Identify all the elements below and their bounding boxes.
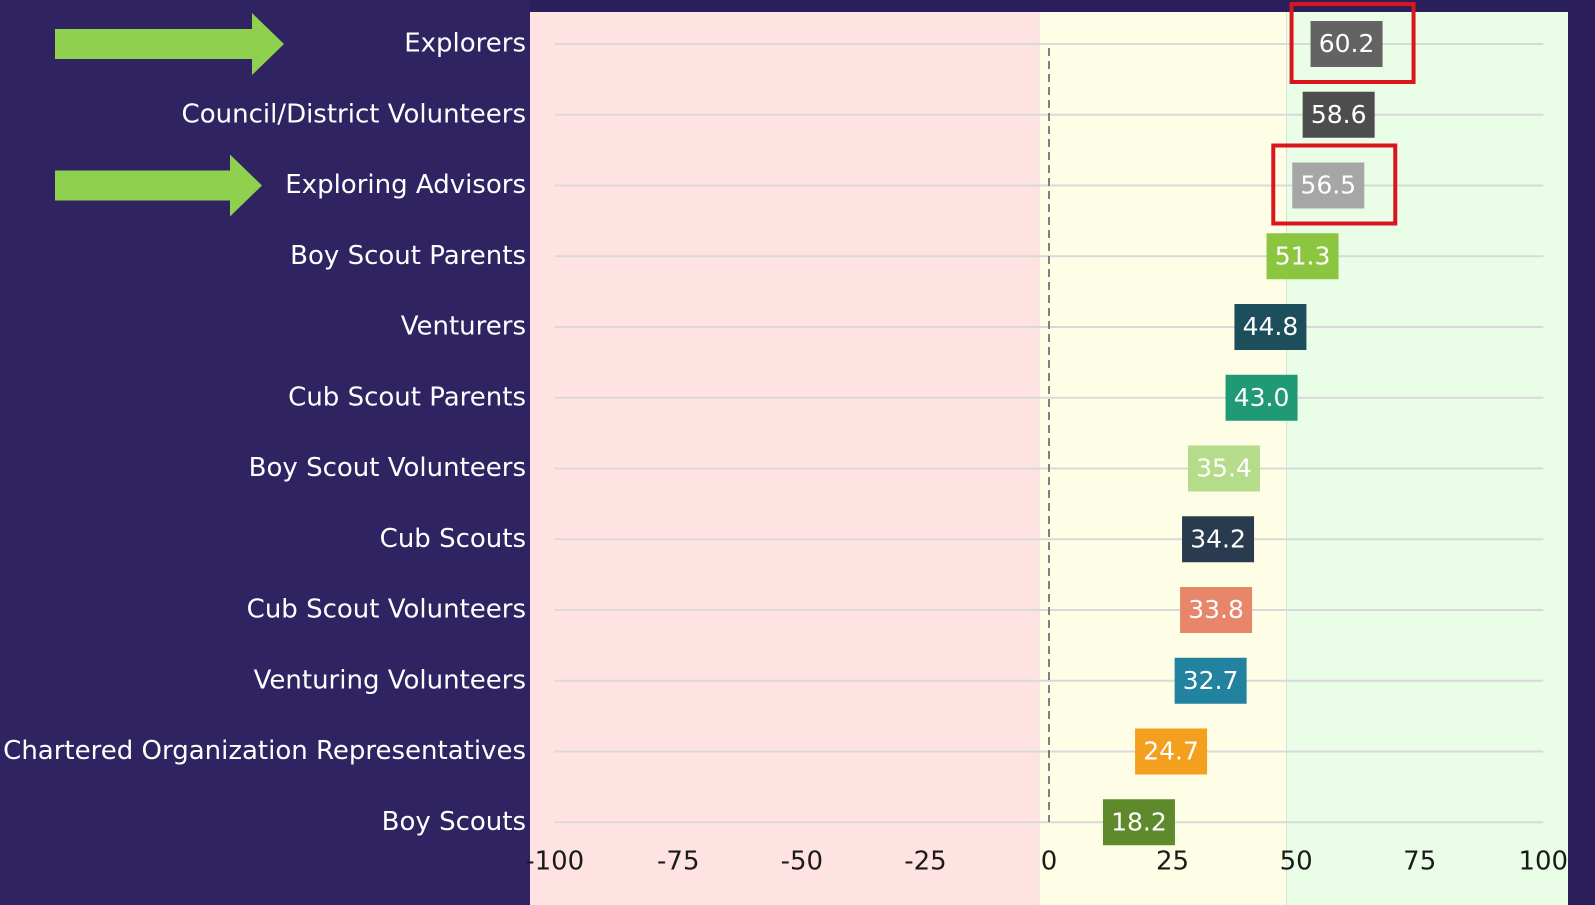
category-label: Cub Scout Parents xyxy=(288,382,526,412)
category-label: Venturing Volunteers xyxy=(254,665,526,695)
page: Explorers Council/District Volunteers Expl… xyxy=(0,0,1595,905)
value-label: 34.2 xyxy=(1190,524,1246,553)
category-label: Chartered Organization Representatives xyxy=(3,736,526,766)
x-tick-label: -100 xyxy=(525,847,584,877)
value-label: 51.3 xyxy=(1275,241,1331,270)
value-label: 35.4 xyxy=(1196,454,1252,483)
x-tick-label: 75 xyxy=(1403,847,1436,877)
chart: Explorers Council/District Volunteers Expl… xyxy=(0,0,1595,905)
category-label: Boy Scouts xyxy=(382,807,526,837)
category-label: Cub Scout Volunteers xyxy=(247,595,526,625)
value-label: 58.6 xyxy=(1311,100,1367,129)
x-tick-label: 50 xyxy=(1280,847,1313,877)
category-label: Venturers xyxy=(401,312,526,342)
value-label: 44.8 xyxy=(1243,312,1299,341)
value-label: 60.2 xyxy=(1319,29,1375,58)
x-tick-label: 25 xyxy=(1156,847,1189,877)
x-tick-label: 0 xyxy=(1041,847,1058,877)
category-label: Boy Scout Parents xyxy=(290,241,526,271)
value-label: 32.7 xyxy=(1183,666,1239,695)
category-label: Council/District Volunteers xyxy=(182,99,526,129)
category-label: Cub Scouts xyxy=(380,524,526,554)
value-label: 56.5 xyxy=(1300,171,1356,200)
value-label: 18.2 xyxy=(1111,807,1167,836)
category-label: Boy Scout Volunteers xyxy=(249,453,526,483)
x-tick-label: -75 xyxy=(657,847,699,877)
x-tick-label: -25 xyxy=(904,847,946,877)
category-label: Explorers xyxy=(404,29,526,59)
x-tick-label: -50 xyxy=(781,847,823,877)
x-tick-label: 100 xyxy=(1518,847,1568,877)
value-label: 33.8 xyxy=(1188,595,1244,624)
zone-band xyxy=(530,12,1039,905)
category-label: Exploring Advisors xyxy=(285,170,526,200)
value-label: 43.0 xyxy=(1234,383,1290,412)
value-label: 24.7 xyxy=(1143,737,1199,766)
